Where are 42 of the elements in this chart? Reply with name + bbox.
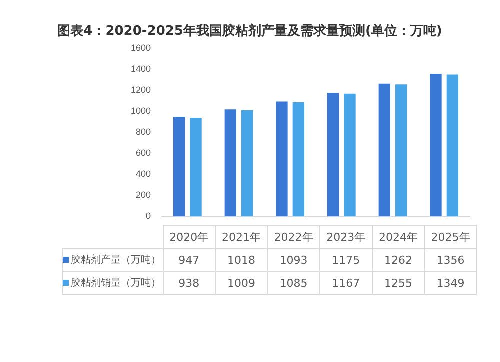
data-label: 938 <box>163 272 216 294</box>
y-tick-label: 1000 <box>130 106 151 116</box>
bar <box>378 84 390 217</box>
y-tick-label: 1600 <box>130 42 151 53</box>
legend-label: 胶粘剂产量（万吨） <box>62 248 163 272</box>
x-tick-label: 2021年 <box>215 226 268 248</box>
y-tick-label: 800 <box>136 126 151 137</box>
data-label: 1018 <box>215 248 268 272</box>
bar <box>173 117 186 217</box>
data-label: 1356 <box>424 248 477 272</box>
y-tick-label: 1200 <box>130 84 151 95</box>
y-tick-label: 1400 <box>130 64 151 74</box>
x-tick-label: 2024年 <box>372 226 425 248</box>
legend-label: 胶粘剂销量（万吨） <box>62 272 163 294</box>
bar <box>190 118 202 217</box>
data-label: 1262 <box>372 248 425 272</box>
data-label: 1085 <box>268 272 320 294</box>
data-label: 1167 <box>320 272 372 294</box>
data-label: 1009 <box>215 272 268 294</box>
y-tick-label: 200 <box>136 190 151 200</box>
bar <box>396 84 408 217</box>
y-tick-label: 600 <box>136 148 151 158</box>
bar <box>446 74 459 217</box>
y-tick-label: 400 <box>136 169 151 180</box>
x-tick-label: 2022年 <box>268 226 320 248</box>
bar <box>292 102 305 217</box>
bar <box>242 110 254 217</box>
chart-title: 图表4：2020-2025年我国胶粘剂产量及需求量预测(单位：万吨) <box>56 22 444 40</box>
bar <box>327 93 340 217</box>
x-tick-label: 2023年 <box>320 226 372 248</box>
data-label: 1255 <box>372 272 425 294</box>
y-tick-label: 0 <box>146 211 151 222</box>
data-label: 947 <box>163 248 216 272</box>
data-label: 1093 <box>268 248 320 272</box>
x-tick-label: 2025年 <box>424 226 477 248</box>
bar <box>224 110 236 217</box>
data-label: 1175 <box>320 248 372 272</box>
x-tick-label: 2020年 <box>163 226 216 248</box>
data-label: 1349 <box>424 272 477 294</box>
bar <box>430 74 442 217</box>
bar <box>276 102 288 217</box>
bar <box>344 94 356 217</box>
